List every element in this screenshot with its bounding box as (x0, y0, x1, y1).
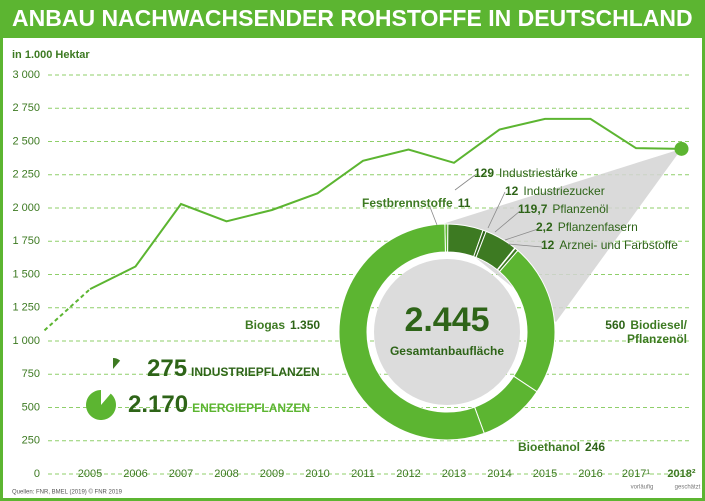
x-tick-label: 2015 (533, 468, 557, 480)
segment-value: 560 (605, 318, 626, 332)
y-tick-label: 250 (22, 435, 40, 447)
segment-label: 119,7 Pflanzenöl (518, 202, 608, 216)
segment-label: Biogas 1.350 (245, 318, 320, 332)
segment-value: 11 (457, 196, 471, 210)
title-banner (0, 0, 705, 38)
donut-center (374, 259, 520, 405)
x-tick-label: 2006 (123, 468, 147, 480)
group-value: 2.170 (128, 391, 189, 418)
segment-name: Bioethanol (518, 440, 580, 454)
chart-title: ANBAU NACHWACHSENDER ROHSTOFFE IN DEUTSC… (12, 5, 693, 31)
x-tick-note: vorläufig (631, 485, 654, 491)
source: Quellen: FNR, BMEL (2019) © FNR 2019 (12, 489, 123, 496)
leader-line (494, 210, 521, 233)
x-tick-label: 2009 (260, 468, 284, 480)
y-axis-label: in 1.000 Hektar (12, 49, 90, 61)
y-tick-label: 1 250 (12, 302, 40, 314)
y-tick-label: 2 750 (12, 102, 40, 114)
leader-line (507, 243, 543, 248)
x-tick-label: 2005 (78, 468, 102, 480)
y-tick-label: 750 (22, 368, 40, 380)
x-tick-label: 2013 (442, 468, 466, 480)
x-tick-label: 2016 (578, 468, 602, 480)
segment-value: 12 (541, 238, 555, 252)
segment-label: Bioethanol 246 (518, 440, 605, 454)
segment-name: Biodiesel/ Pflanzenöl (626, 318, 687, 346)
group-label: 275 INDUSTRIEPFLANZEN (147, 355, 320, 386)
segment-label: 560 Biodiesel/ Pflanzenöl (582, 318, 687, 346)
x-tick-label: 2018² (667, 468, 695, 480)
donut-segment (338, 223, 485, 441)
segment-name: Festbrennstoffe (362, 196, 453, 210)
y-tick-label: 1 750 (12, 235, 40, 247)
segment-value: 1.350 (290, 318, 321, 332)
segment-value: 2,2 (536, 220, 553, 234)
y-tick-label: 2 000 (12, 202, 40, 214)
line (89, 117, 682, 291)
line-dashed (43, 288, 91, 332)
y-tick-label: 500 (22, 401, 40, 413)
segment-name: Pflanzenöl (552, 202, 609, 216)
y-tick-label: 1 000 (12, 335, 40, 347)
segment-value: 119,7 (518, 202, 548, 216)
x-tick-label: 2017¹ (622, 468, 650, 480)
segment-label: 12 Industriezucker (505, 184, 605, 198)
segment-label: Festbrennstoffe 11 (362, 196, 470, 210)
segment-value: 12 (505, 184, 519, 198)
group-value: 275 (147, 355, 188, 382)
line-end-point (674, 141, 689, 156)
segment-value: 246 (585, 440, 606, 454)
group-pie (113, 358, 121, 369)
segment-label: 2,2 Pflanzenfasern (536, 220, 638, 234)
leader-line (429, 206, 438, 226)
x-tick-label: 2007 (169, 468, 193, 480)
segment-name: Pflanzenfasern (557, 220, 638, 234)
y-tick-label: 1 500 (12, 268, 40, 280)
highlight-wedge (436, 148, 682, 322)
x-tick-label: 2008 (214, 468, 238, 480)
group-pie (86, 390, 117, 421)
segment-name: Industriezucker (523, 184, 605, 198)
group-name: INDUSTRIEPFLANZEN (191, 365, 320, 379)
y-tick-label: 0 (34, 468, 40, 480)
segment-name: Industriestärke (499, 166, 578, 180)
x-tick-label: 2012 (396, 468, 420, 480)
segment-value: 129 (474, 166, 495, 180)
y-tick-label: 2 250 (12, 169, 40, 181)
donut-total: 2.445 (404, 301, 489, 339)
leader-line (487, 191, 506, 229)
x-tick-note: geschätzt (675, 485, 701, 491)
y-tick-label: 3 000 (12, 69, 40, 81)
segment-label: 12 Arznei- und Farbstoffe (541, 238, 678, 252)
y-tick-label: 2 500 (12, 135, 40, 147)
x-tick-label: 2011 (351, 468, 375, 480)
x-tick-label: 2014 (487, 468, 511, 480)
segment-name: Arznei- und Farbstoffe (559, 238, 678, 252)
segment-label: 129 Industriestärke (474, 166, 578, 180)
leader-line (504, 228, 539, 241)
group-label: 2.170 ENERGIEPFLANZEN (128, 391, 310, 422)
group-name: ENERGIEPFLANZEN (192, 401, 311, 415)
donut-center-text: Gesamtanbaufläche (390, 344, 504, 358)
leader-line (454, 174, 476, 191)
x-tick-label: 2010 (305, 468, 329, 480)
segment-name: Biogas (245, 318, 286, 332)
